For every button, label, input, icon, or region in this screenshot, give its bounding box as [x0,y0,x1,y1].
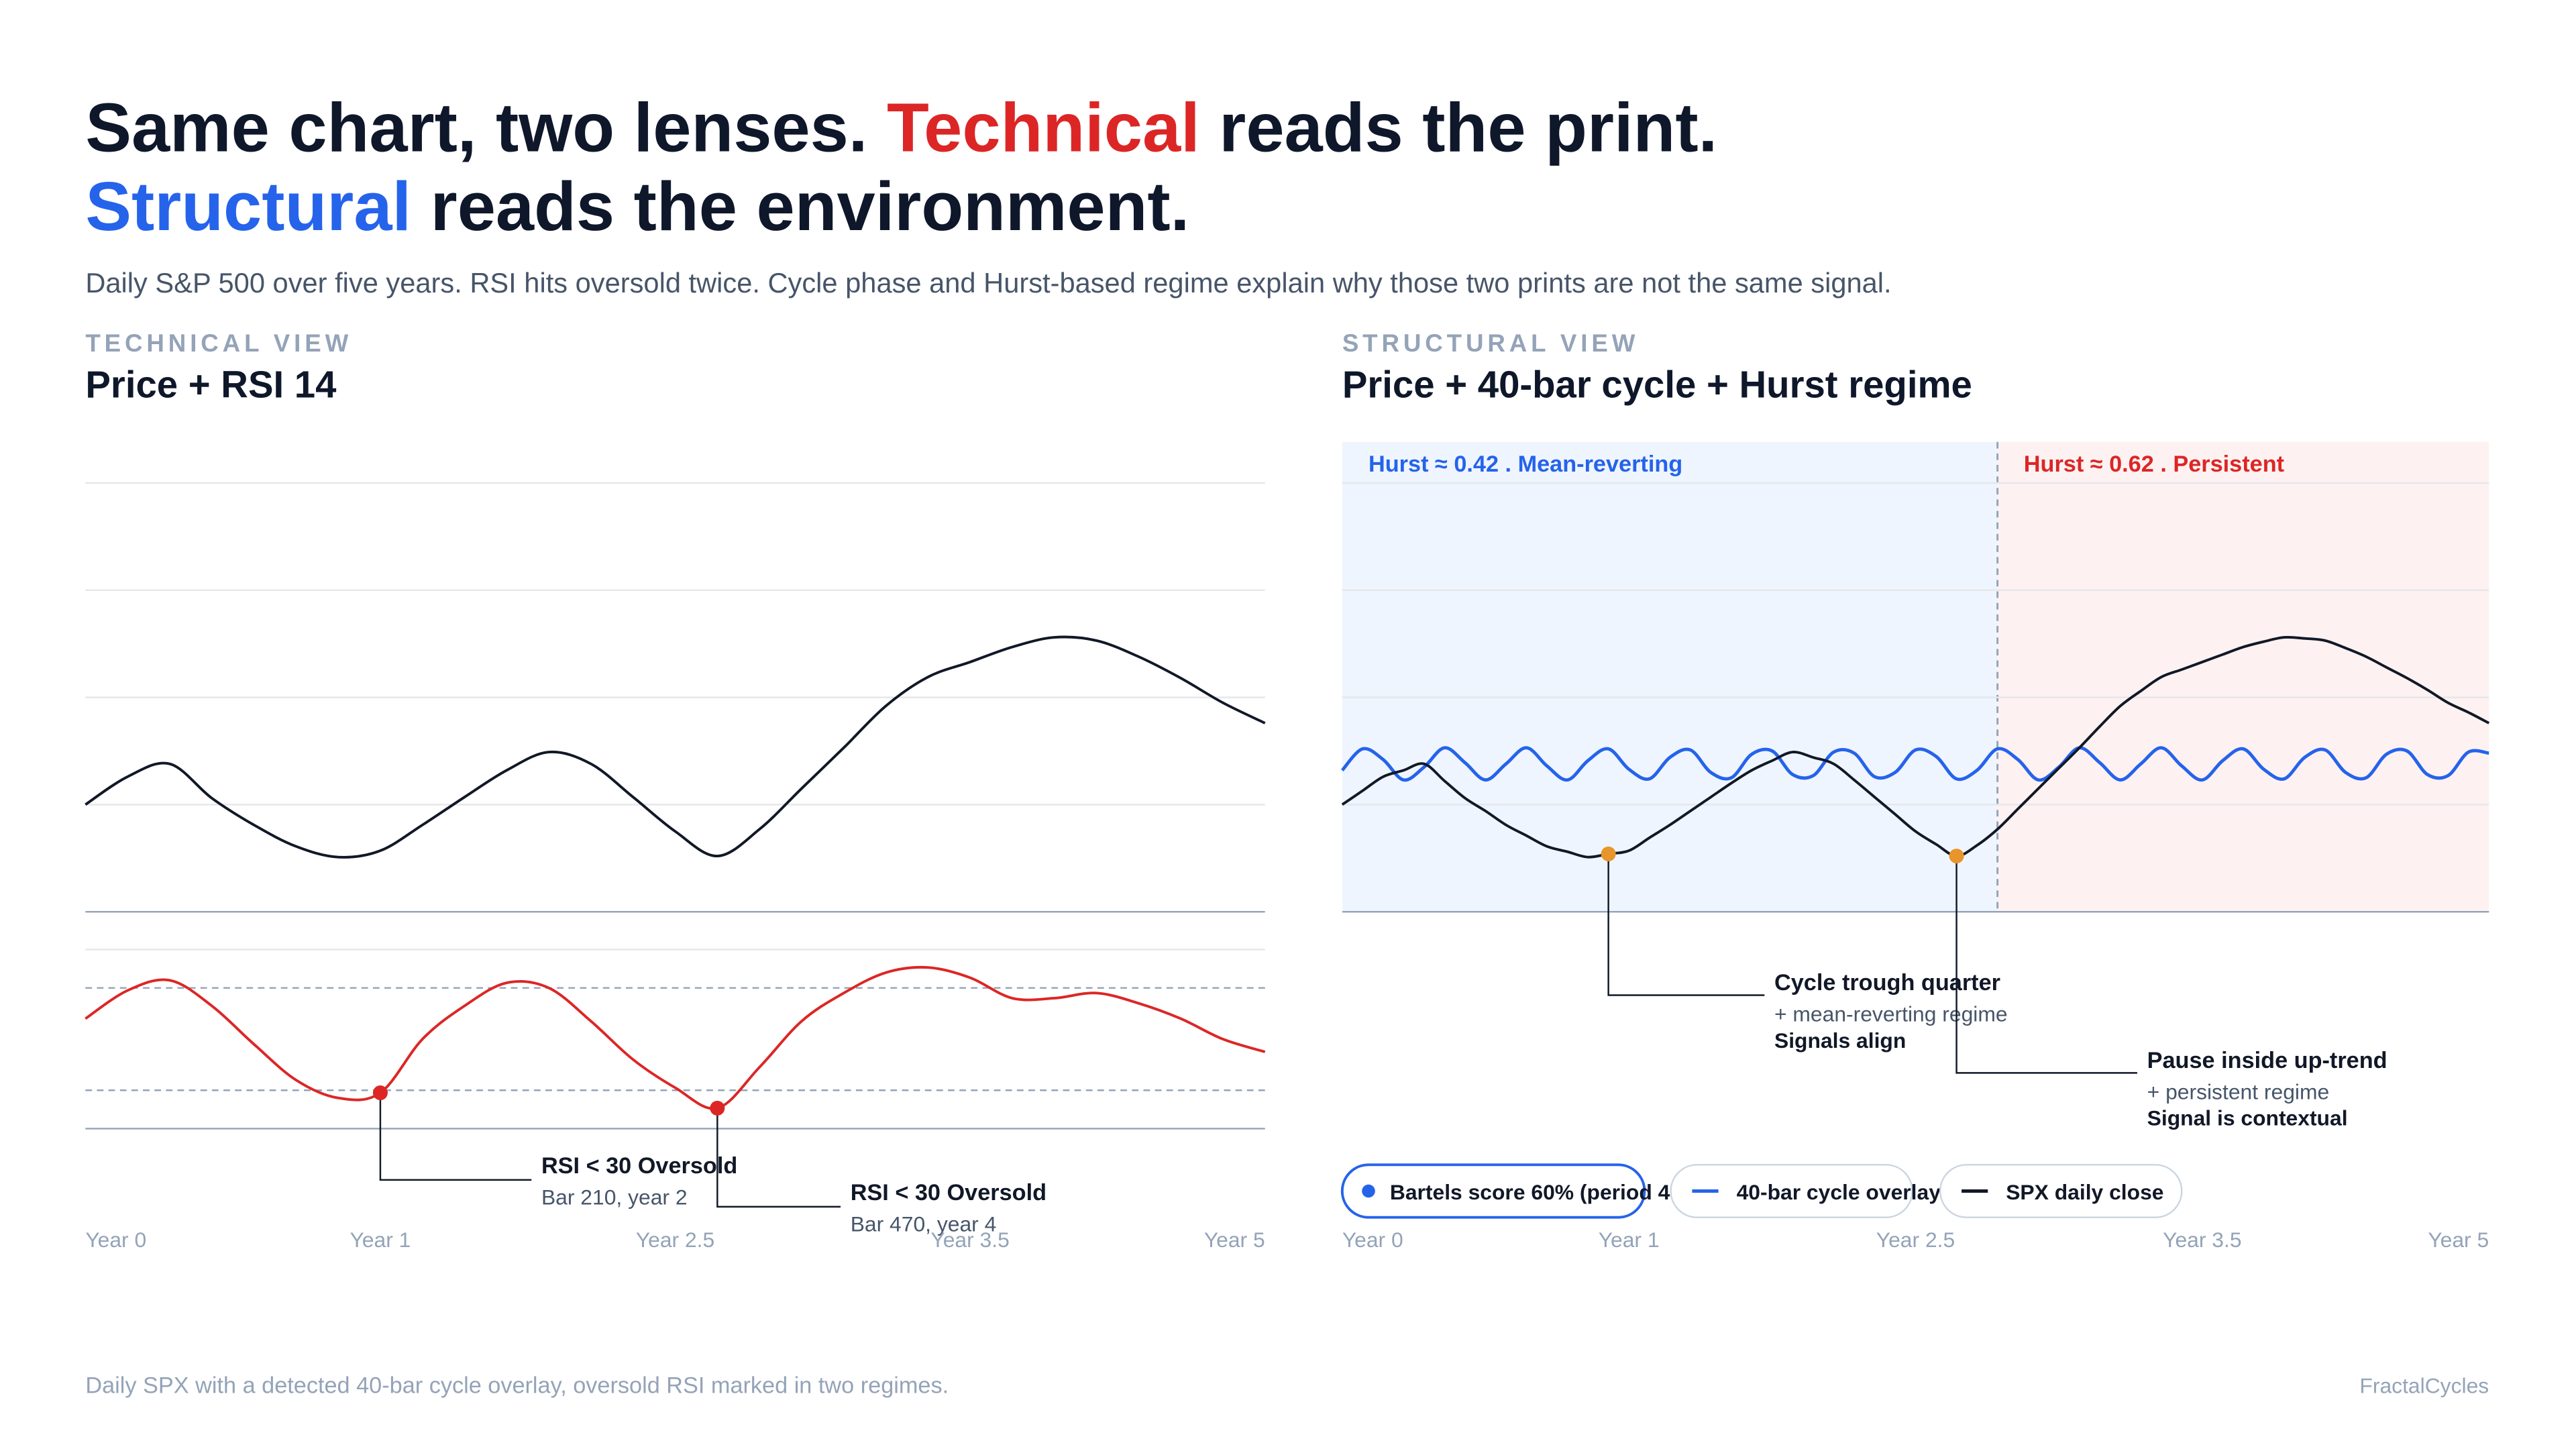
subtitle: Daily S&P 500 over five years. RSI hits … [85,267,1891,299]
legend-pill [1670,1164,1913,1218]
regime-label: Hurst ≈ 0.42 . Mean-reverting [1368,451,1682,477]
annotation-text: Pause inside up-trend [2147,1048,2387,1073]
x-tick-label: Year 2.5 [1876,1228,1955,1252]
series-line [1340,746,2489,782]
x-tick-label: Year 5 [1204,1228,1265,1252]
x-tick-label: Year 1 [1599,1228,1660,1252]
legend-item[interactable]: SPX daily close [1939,1164,2183,1218]
annotation-text: RSI < 30 Oversold [541,1153,737,1179]
annotation-text: + persistent regime [2147,1080,2330,1104]
section-label: STRUCTURAL VIEW [1342,329,1639,357]
annotation-marker [1949,849,1964,864]
regime-band [1997,441,2489,912]
footer-brand: FractalCycles [2359,1374,2489,1398]
title-line: Structural reads the environment. [85,168,1189,245]
title-segment: reads the environment. [411,168,1189,245]
chart-title: Price + RSI 14 [85,364,337,406]
annotation-connector [716,1108,841,1208]
annotation-text: Signal is contextual [2147,1106,2348,1130]
x-tick-label: Year 0 [1342,1228,1403,1252]
title-segment: Same chart, two lenses. [85,89,887,166]
annotation-marker [1601,846,1616,861]
annotation-text: RSI < 30 Oversold [851,1180,1046,1205]
legend-label: 40-bar cycle overlay [1737,1180,1941,1204]
legend-swatch [1362,1184,1375,1198]
x-tick-label: Year 1 [350,1228,411,1252]
legend-pill [1939,1164,2183,1218]
annotation-text: Bar 210, year 2 [541,1185,688,1210]
series-line [85,965,1266,1110]
legend-item[interactable]: 40-bar cycle overlay [1670,1164,1941,1218]
x-tick-label: Year 5 [2428,1228,2489,1252]
series-line [85,635,1266,859]
regime-band [1342,441,1998,912]
chart-title: Price + 40-bar cycle + Hurst regime [1342,364,1972,406]
x-tick-label: Year 0 [85,1228,146,1252]
x-tick-label: Year 2.5 [636,1228,714,1252]
x-tick-label: Year 3.5 [2163,1228,2241,1252]
annotation-marker [710,1100,725,1116]
legend-label: SPX daily close [2006,1180,2163,1204]
series-line [1341,635,2490,859]
annotation-connector [1607,853,1765,996]
annotation-text: + mean-reverting regime [1774,1002,2008,1026]
title-segment: Technical [887,89,1200,166]
annotation-text: Signals align [1774,1028,1906,1053]
annotation-text: Cycle trough quarter [1774,970,2000,996]
title-segment: reads the print. [1200,89,1717,166]
title-line: Same chart, two lenses. Technical reads … [85,89,1717,166]
x-tick-label: Year 3.5 [930,1228,1009,1252]
regime-label: Hurst ≈ 0.62 . Persistent [2024,451,2284,477]
annotation-connector [379,1093,532,1181]
footer-caption: Daily SPX with a detected 40-bar cycle o… [85,1373,949,1399]
legend-item[interactable]: Bartels score 60% (period 4 [1340,1163,1670,1219]
annotation-marker [372,1085,388,1101]
annotation-connector [1955,856,2137,1074]
legend-label: Bartels score 60% (period 4 [1390,1180,1670,1204]
title-segment: Structural [85,168,411,245]
legend-pill [1340,1163,1646,1219]
section-label: TECHNICAL VIEW [85,329,352,357]
annotation-text: Bar 470, year 4 [851,1212,997,1236]
